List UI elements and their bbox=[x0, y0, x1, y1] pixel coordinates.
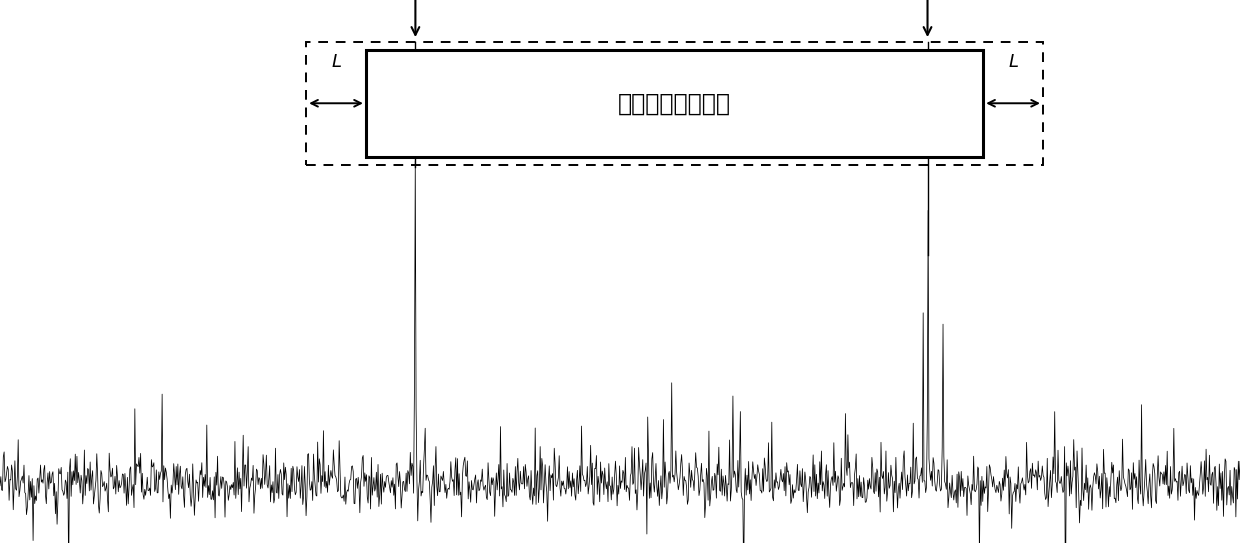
Text: 相关値滑动平均窗: 相关値滑动平均窗 bbox=[618, 91, 732, 115]
Text: L: L bbox=[1008, 53, 1018, 71]
Bar bbox=[366, 50, 983, 156]
Bar bbox=[306, 42, 1043, 165]
Text: L: L bbox=[331, 53, 341, 71]
